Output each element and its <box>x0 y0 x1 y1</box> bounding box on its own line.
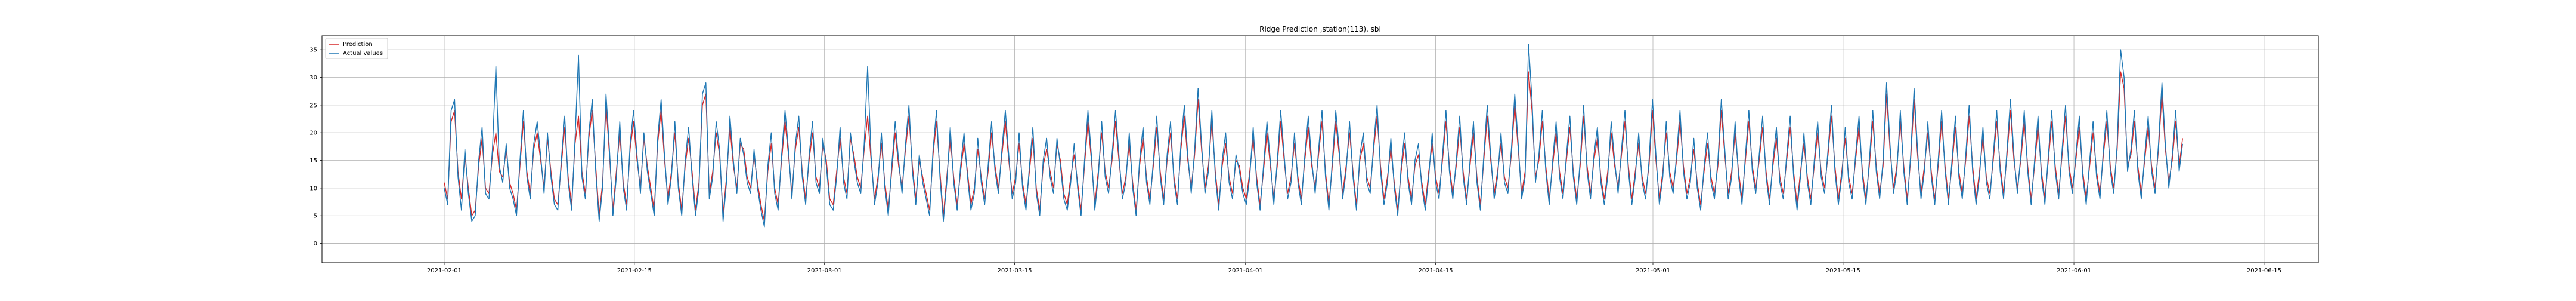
y-tick-label: 10 <box>309 185 317 192</box>
legend: Prediction Actual values <box>325 38 388 59</box>
x-tick-label: 2021-06-15 <box>2247 268 2281 274</box>
y-tick-label: 25 <box>309 102 317 109</box>
x-tick-label: 2021-02-15 <box>617 268 652 274</box>
y-tick-label: 0 <box>314 241 317 247</box>
x-tick-label: 2021-04-01 <box>1228 268 1263 274</box>
chart-title: Ridge Prediction ,station(113), sbi <box>1259 25 1381 33</box>
x-tick-label: 2021-06-01 <box>2057 268 2091 274</box>
x-tick-label: 2021-03-15 <box>997 268 1032 274</box>
axes: 0 5 10 15 20 25 30 35 2021-02-01 2021-02-15 2021-0… <box>309 47 2281 274</box>
y-tick-label: 15 <box>309 158 317 164</box>
y-tick-label: 35 <box>309 47 317 54</box>
series-line-actual-values <box>444 44 2183 228</box>
y-tick-label: 5 <box>314 213 317 220</box>
x-tick-label: 2021-05-01 <box>1636 268 1670 274</box>
grid <box>322 36 2318 263</box>
legend-label-prediction: Prediction <box>343 41 373 48</box>
legend-box <box>325 38 388 59</box>
y-tick-label: 30 <box>309 75 317 81</box>
legend-label-actual-values: Actual values <box>343 50 383 57</box>
x-tick-label: 2021-02-01 <box>427 268 462 274</box>
x-tick-label: 2021-03-01 <box>807 268 842 274</box>
y-tick-label: 20 <box>309 130 317 137</box>
x-tick-label: 2021-04-15 <box>1419 268 1453 274</box>
x-tick-label: 2021-05-15 <box>1826 268 1860 274</box>
plot-frame <box>321 35 2319 263</box>
series-lines <box>444 44 2183 228</box>
